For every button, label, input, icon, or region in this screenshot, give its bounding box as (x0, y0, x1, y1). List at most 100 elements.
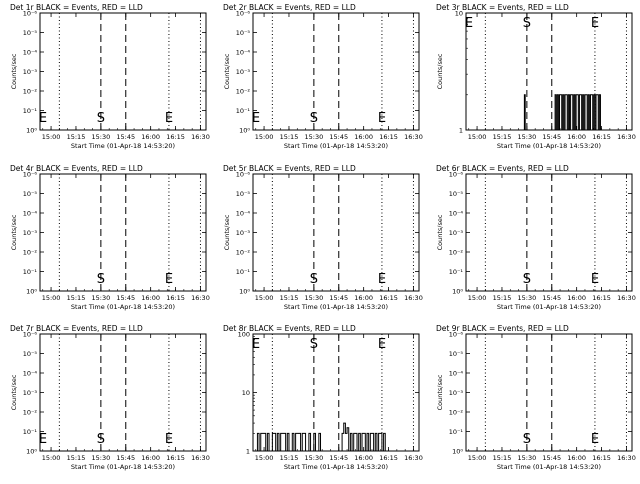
data-point (346, 427, 348, 429)
marker-label-e: E (378, 111, 386, 126)
x-tick-label: 15:15 (493, 454, 512, 462)
data-point (570, 94, 571, 96)
x-tick-label: 16:15 (592, 133, 611, 141)
data-point (560, 94, 562, 96)
y-tick-label: 10⁰ (452, 288, 463, 296)
marker-label-s: S (310, 337, 318, 352)
data-point (573, 94, 575, 96)
y-tick-label: 10⁻² (236, 88, 251, 96)
chart-panel-1: Det 1r BLACK = Events, RED = LLD Counts/s… (10, 3, 210, 150)
y-tick-label: 10⁻⁴ (236, 49, 251, 57)
data-point (597, 129, 599, 131)
corner-label: E (39, 432, 47, 447)
data-point (595, 94, 597, 96)
data-point (293, 450, 295, 452)
data-point (369, 432, 371, 434)
data-point (349, 432, 351, 434)
data-point (574, 129, 576, 131)
x-tick-label: 16:00 (354, 294, 373, 302)
marker-label-s: S (310, 272, 318, 287)
x-tick-label: 16:15 (379, 294, 398, 302)
y-tick-label: 10⁰ (26, 288, 37, 296)
data-point (266, 432, 268, 434)
data-point (280, 432, 282, 434)
marker-label-s: S (97, 111, 105, 126)
data-point (260, 432, 262, 434)
chart-panel-8: Det 8r BLACK = Events, RED = LLD 15:00 15:… (223, 324, 423, 471)
data-point (361, 432, 363, 434)
data-point (341, 432, 343, 434)
data-point (283, 432, 285, 434)
data-point (308, 432, 310, 434)
data-point (591, 94, 593, 96)
data-point (562, 94, 564, 96)
marker-label-s: S (523, 16, 531, 31)
data-point (371, 432, 373, 434)
data-point (582, 94, 584, 96)
data-point (315, 450, 316, 452)
y-tick-label: 10⁻⁶ (449, 171, 464, 179)
data-point (600, 129, 601, 131)
x-tick-label: 15:30 (91, 454, 110, 462)
y-tick-label: 1 (246, 448, 250, 456)
y-tick-label: 10⁻³ (449, 229, 464, 237)
x-tick-label: 16:15 (166, 133, 185, 141)
x-tick-label: 15:30 (91, 133, 110, 141)
y-axis-label: Counts/sec (10, 53, 18, 89)
data-point (567, 94, 569, 96)
chart-title: Det 1r BLACK = Events, RED = LLD (10, 3, 143, 12)
x-tick-label: 16:30 (404, 454, 423, 462)
marker-label-s: S (97, 432, 105, 447)
corner-label: E (252, 111, 260, 126)
y-tick-label: 10⁻⁵ (236, 190, 251, 198)
x-tick-label: 16:15 (592, 454, 611, 462)
x-axis-label: Start Time (01-Apr-18 14:53:20) (284, 463, 388, 471)
x-tick-label: 15:00 (42, 454, 61, 462)
x-tick-label: 16:15 (166, 454, 185, 462)
data-point (313, 432, 315, 434)
data-point (524, 129, 526, 131)
data-point (364, 450, 366, 452)
x-tick-label: 16:00 (141, 454, 160, 462)
x-tick-label: 15:00 (468, 294, 487, 302)
data-point (320, 450, 321, 452)
y-tick-label: 10⁻⁴ (236, 210, 251, 218)
data-point (373, 450, 375, 452)
marker-label-s: S (523, 272, 531, 287)
data-point (291, 432, 293, 434)
marker-label-e: E (591, 16, 599, 31)
y-tick-label: 10⁻⁶ (23, 171, 38, 179)
data-point (343, 422, 345, 424)
marker-label-s: S (310, 111, 318, 126)
x-tick-label: 16:00 (567, 133, 586, 141)
x-tick-label: 16:15 (379, 454, 398, 462)
data-point (596, 94, 598, 96)
x-tick-label: 15:30 (517, 133, 536, 141)
y-tick-label: 10⁰ (26, 448, 37, 456)
x-tick-label: 15:30 (91, 294, 110, 302)
x-tick-label: 15:30 (304, 454, 323, 462)
data-point (275, 450, 277, 452)
marker-label-s: S (97, 272, 105, 287)
x-tick-label: 15:30 (517, 454, 536, 462)
marker-label-e: E (165, 272, 173, 287)
data-point (318, 432, 320, 434)
data-point (572, 129, 574, 131)
chart-title: Det 5r BLACK = Events, RED = LLD (223, 164, 356, 173)
data-point (285, 450, 287, 452)
y-tick-label: 10⁻³ (236, 68, 251, 76)
data-point (265, 450, 267, 452)
data-point (323, 450, 325, 452)
x-tick-label: 16:00 (354, 454, 373, 462)
y-tick-label: 10⁰ (239, 127, 250, 135)
chart-title: Det 4r BLACK = Events, RED = LLD (10, 164, 143, 173)
y-axis-label: Counts/sec (436, 374, 444, 410)
x-tick-label: 15:15 (67, 454, 86, 462)
x-axis-label: Start Time (01-Apr-18 14:53:20) (497, 142, 601, 150)
x-tick-label: 15:45 (542, 133, 561, 141)
x-tick-label: 15:45 (542, 294, 561, 302)
x-tick-label: 15:45 (116, 294, 135, 302)
x-tick-label: 16:00 (567, 454, 586, 462)
plot-frame (39, 12, 207, 131)
chart-panel-2: Det 2r BLACK = Events, RED = LLD Counts/s… (223, 3, 423, 150)
